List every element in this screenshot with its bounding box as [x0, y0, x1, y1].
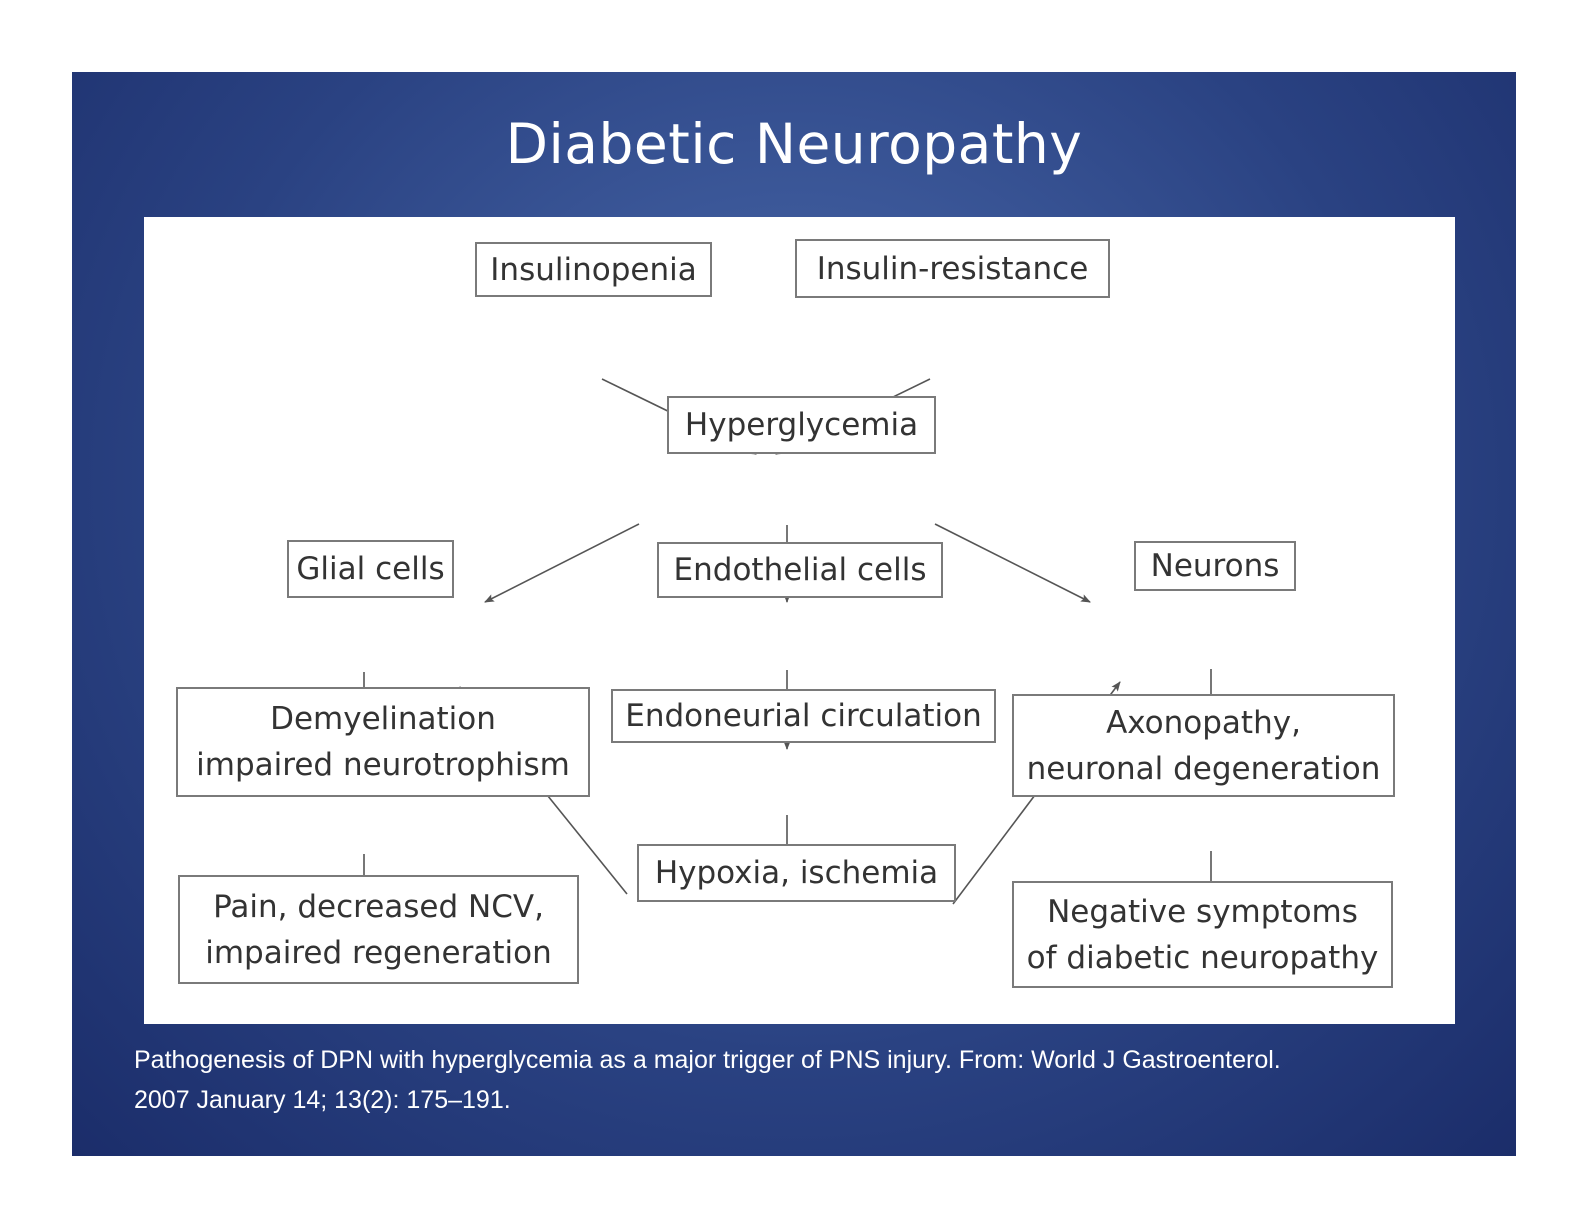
node-label-line2: impaired neurotrophism — [196, 747, 570, 783]
node-label-line1: Axonopathy, — [1106, 704, 1301, 741]
node-neurons: Neurons — [1134, 541, 1296, 591]
node-label-line2: impaired regeneration — [205, 934, 552, 971]
caption-line1: Pathogenesis of DPN with hyperglycemia a… — [134, 1046, 1281, 1074]
node-label-line2: neuronal degeneration — [1026, 750, 1381, 787]
node-label: Neurons — [1150, 548, 1280, 584]
pathogenesis-figure: Insulinopenia Insulin-resistance Hypergl… — [144, 217, 1455, 1024]
node-label: Hyperglycemia — [684, 407, 919, 443]
node-negative-symptoms: Negative symptoms of diabetic neuropathy — [1012, 881, 1393, 988]
node-hypoxia-ischemia: Hypoxia, ischemia — [637, 844, 956, 902]
node-label: Endothelial cells — [673, 552, 927, 588]
node-label: Insulin-resistance — [816, 250, 1089, 287]
node-pain: Pain, decreased NCV, impaired regenerati… — [178, 875, 579, 984]
node-label-line1: Pain, decreased NCV, — [213, 888, 544, 925]
node-insulin-resistance: Insulin-resistance — [795, 239, 1110, 298]
node-label: Hypoxia, ischemia — [654, 855, 939, 891]
node-label-line1: Demyelination — [270, 701, 496, 737]
node-label: Insulinopenia — [490, 251, 697, 288]
node-label: Endoneurial circulation — [625, 698, 982, 734]
arrow-hyperglycemia-to-neurons — [934, 523, 1091, 603]
node-demyelination: Demyelination impaired neurotrophism — [176, 687, 590, 797]
slide-title: Diabetic Neuropathy — [505, 112, 1083, 176]
node-glial-cells: Glial cells — [287, 540, 454, 598]
node-label-line1: Negative symptoms — [1047, 893, 1358, 930]
node-hyperglycemia: Hyperglycemia — [667, 396, 936, 454]
node-endothelial-cells: Endothelial cells — [657, 542, 943, 598]
node-axonopathy: Axonopathy, neuronal degeneration — [1012, 694, 1395, 797]
node-insulinopenia: Insulinopenia — [475, 242, 712, 297]
node-label: Glial cells — [296, 551, 445, 587]
slide: Diabetic Neuropathy — [72, 72, 1516, 1156]
node-label-line2: of diabetic neuropathy — [1026, 939, 1379, 976]
arrow-hyperglycemia-to-glial-cells — [484, 523, 640, 603]
caption-line2: 2007 January 14; 13(2): 175–191. — [134, 1086, 511, 1114]
node-endoneurial-circulation: Endoneurial circulation — [611, 689, 996, 743]
figure-caption: Pathogenesis of DPN with hyperglycemia a… — [134, 1040, 1474, 1120]
